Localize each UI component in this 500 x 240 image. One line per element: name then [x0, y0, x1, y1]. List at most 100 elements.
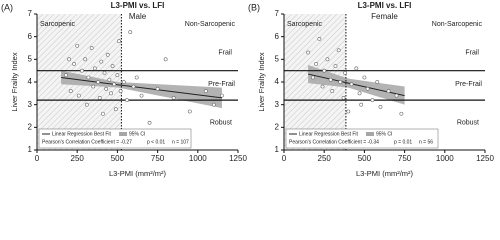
data-point	[107, 77, 112, 82]
y-tick-label: 4	[275, 77, 280, 86]
y-axis-title: Liver Frailty Index	[10, 52, 19, 111]
x-tick-label: 0	[35, 154, 40, 163]
data-point	[80, 68, 84, 73]
data-point	[112, 82, 117, 87]
data-point	[338, 80, 343, 84]
data-point	[370, 98, 375, 103]
data-point	[394, 93, 399, 98]
y-tick-label: 3	[275, 100, 280, 109]
data-point	[163, 57, 168, 62]
y-tick-label: 7	[275, 9, 280, 18]
data-point	[131, 84, 136, 89]
x-tick-label: 500	[111, 154, 125, 163]
data-point	[117, 39, 121, 44]
y-tick-label: 1	[275, 145, 280, 154]
data-point	[220, 93, 224, 98]
x-tick-label: 250	[71, 154, 85, 163]
regression-line	[61, 76, 222, 99]
data-point	[118, 89, 123, 93]
data-point	[113, 107, 118, 112]
y-tick-label: 4	[28, 77, 33, 86]
data-point	[343, 71, 348, 75]
data-point	[91, 84, 96, 89]
legend-label: 95% CI	[129, 131, 145, 137]
data-point	[83, 57, 88, 62]
data-point	[97, 95, 102, 100]
data-point	[110, 64, 115, 69]
chart-subtitle: Female	[371, 12, 398, 21]
stat-label: p = 0.01	[394, 139, 412, 145]
region-label: Robust	[210, 120, 232, 127]
legend-label: Linear Regression Best Fit	[52, 131, 112, 137]
data-point	[187, 109, 192, 114]
x-axis-title: L3-PMI (mm²/m²)	[109, 169, 167, 178]
y-tick-label: 6	[28, 32, 33, 41]
legend-label: Linear Regression Best Fit	[299, 131, 359, 137]
data-point	[64, 73, 68, 78]
data-point	[378, 105, 383, 109]
y-tick-label: 3	[28, 100, 33, 109]
x-tick-label: 1000	[189, 154, 207, 163]
region-label: Non-Sarcopenic	[185, 21, 236, 28]
region-label: Robust	[457, 120, 479, 127]
chart-subtitle: Male	[129, 12, 147, 21]
data-point	[362, 75, 367, 80]
data-point	[86, 75, 91, 80]
data-point	[354, 66, 359, 71]
x-tick-label: 750	[398, 154, 412, 163]
panel-label: (A)	[1, 2, 13, 12]
data-point	[102, 71, 107, 75]
data-point	[333, 64, 338, 69]
chart-title: L3-PMI vs. LFI	[111, 1, 165, 10]
data-point	[322, 68, 327, 73]
data-point	[99, 59, 104, 64]
data-point	[211, 102, 216, 107]
data-point	[336, 48, 341, 53]
data-point	[76, 93, 81, 98]
x-tick-label: 500	[358, 154, 372, 163]
y-tick-label: 1	[28, 145, 33, 154]
data-point	[128, 30, 133, 35]
data-point	[330, 89, 335, 93]
y-tick-label: 2	[28, 122, 33, 131]
stat-label: Pearson's Correlation Coefficient = -0.3…	[289, 139, 379, 145]
stat-label: n = 56	[419, 139, 433, 145]
data-point	[328, 77, 333, 82]
region-label: Non-Sarcopenic	[432, 21, 483, 28]
region-label: Frail	[465, 49, 479, 56]
data-point	[171, 95, 176, 100]
x-tick-label: 1250	[476, 154, 494, 163]
region-label: Pre-Frail	[208, 81, 235, 88]
data-point	[68, 89, 73, 93]
data-point	[125, 98, 129, 103]
ci-band	[61, 70, 222, 109]
data-point	[96, 80, 101, 84]
data-point	[139, 93, 144, 98]
y-tick-label: 6	[275, 32, 280, 41]
x-tick-label: 750	[151, 154, 165, 163]
data-point	[311, 75, 315, 80]
data-point	[317, 37, 322, 41]
data-point	[341, 95, 346, 100]
data-point	[399, 111, 404, 116]
stat-label: n = 107	[172, 139, 189, 145]
chart-title: L3-PMI vs. LFI	[358, 1, 412, 10]
figure: (A) L3-PMI vs. LFI Male 1 2 3 4 5 6 7 0 250 500 750 10…	[1, 1, 494, 178]
y-tick-label: 5	[28, 54, 33, 63]
data-point	[147, 120, 152, 125]
data-point	[320, 84, 325, 89]
data-point	[357, 91, 362, 96]
data-point	[375, 80, 380, 84]
legend-box	[285, 128, 439, 149]
data-point	[346, 109, 351, 114]
data-point	[359, 102, 364, 107]
region-label: Sarcopenic	[40, 21, 76, 28]
data-point	[386, 89, 391, 93]
panel-label: (B)	[248, 2, 260, 12]
data-point	[89, 46, 94, 50]
data-point	[314, 61, 319, 66]
data-point	[134, 75, 139, 80]
data-point	[109, 91, 113, 96]
data-point	[92, 66, 97, 71]
legend-label: 95% CI	[376, 131, 392, 137]
